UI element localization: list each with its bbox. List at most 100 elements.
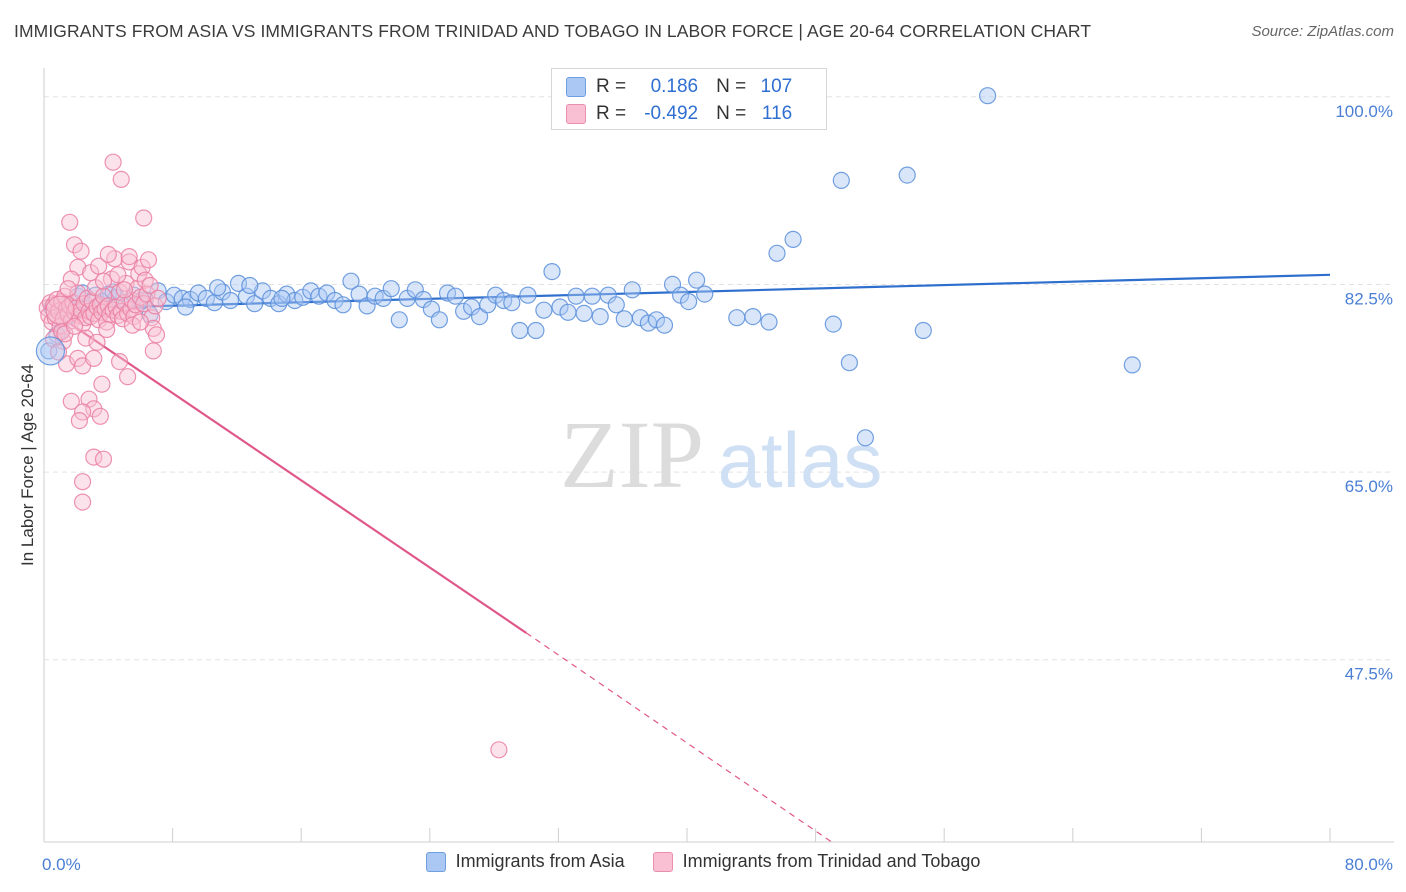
asia-point-46: [390, 311, 408, 329]
tt-point-67: [149, 289, 167, 307]
tt-trend-line-extension: [525, 632, 833, 843]
legend-swatch-asia: [425, 851, 446, 872]
asia-point-40: [342, 272, 360, 290]
y-tick-label-1: 82.5%: [1345, 289, 1393, 308]
y-tick-label-3: 47.5%: [1345, 665, 1393, 684]
trend-lines: [43, 273, 1331, 843]
asia-point-84: [696, 285, 714, 303]
asia-point-67: [559, 303, 577, 321]
legend-label-tt: Immigrants from Trinidad and Tobago: [682, 851, 981, 871]
y-tick-label-0: 100.0%: [1335, 102, 1393, 121]
series-legend: Immigrants from Asia Immigrants from Tri…: [0, 851, 1406, 872]
tt-point-74: [104, 153, 122, 171]
tt-point-35: [94, 287, 113, 305]
y-tick-label-2: 65.0%: [1345, 477, 1393, 496]
asia-point-90: [832, 171, 850, 189]
tt-point-110: [94, 272, 113, 290]
asia-point-103: [176, 298, 195, 316]
tt-point-107: [98, 320, 116, 339]
watermark-atlas: atlas: [718, 416, 883, 504]
tt-point-112: [109, 266, 127, 284]
watermark-zip: ZIP: [560, 401, 704, 508]
asia-point-83: [687, 271, 706, 289]
asia-point-95: [914, 321, 932, 340]
tt-trend-line: [43, 304, 527, 634]
asia-point-92: [840, 354, 859, 372]
asia-point-70: [583, 287, 601, 305]
tick-labels: 100.0% 82.5% 65.0% 47.5% 0.0% 80.0%: [42, 102, 1393, 874]
tt-r-label: R =: [596, 103, 627, 124]
asia-point-28: [246, 295, 264, 313]
legend-label-asia: Immigrants from Asia: [455, 851, 625, 871]
asia-point-25: [221, 291, 240, 310]
asia-point-79: [655, 316, 674, 334]
tt-point-113: [115, 281, 134, 299]
asia-point-39: [334, 296, 352, 314]
asia-point-61: [511, 321, 529, 340]
tt-point-70: [72, 242, 90, 260]
asia-point-85: [728, 309, 746, 327]
asia-point-54: [455, 302, 473, 320]
asia-point-89: [784, 230, 802, 248]
tt-point-73: [59, 280, 77, 298]
legend-item-tt[interactable]: Immigrants from Trinidad and Tobago: [652, 851, 981, 872]
tt-point-80: [144, 342, 162, 360]
asia-point-104: [209, 279, 227, 297]
legend-swatch-tt: [652, 851, 673, 872]
asia-r-value: 0.186: [650, 76, 699, 97]
tt-point-111: [99, 245, 117, 263]
corr-row-tt: R = -0.492 N = 116: [566, 102, 792, 126]
tt-point-96: [94, 450, 113, 468]
tt-point-89: [62, 392, 80, 410]
tt-point-61: [136, 271, 154, 289]
tt-point-69: [65, 236, 84, 254]
gridlines: [44, 96, 1394, 661]
asia-point-62: [519, 286, 537, 304]
asia-point-86: [744, 308, 762, 326]
corr-row-asia: R = 0.186 N = 107: [566, 75, 792, 99]
asia-point-56: [471, 308, 489, 326]
asia-point-93: [856, 429, 875, 447]
tt-n-value: 116: [761, 103, 793, 124]
tt-point-75: [112, 170, 130, 188]
asia-point-38: [326, 291, 344, 310]
asia-point-82: [679, 293, 698, 311]
asia-point-88: [768, 244, 786, 262]
tt-point-86: [93, 375, 111, 393]
asia-point-45: [382, 280, 400, 298]
asia-point-68: [567, 287, 585, 305]
tt-point-77: [120, 248, 138, 266]
tt-point-106: [88, 333, 106, 351]
asia-swatch: [566, 77, 586, 97]
tt-r-value: -0.492: [644, 103, 699, 124]
axes: [43, 68, 1394, 843]
asia-point-106: [273, 289, 291, 307]
asia-point-75: [623, 281, 641, 299]
data-points: [35, 87, 1141, 759]
asia-point-96: [978, 87, 997, 105]
tt-point-51: [120, 253, 138, 271]
tt-point-88: [118, 368, 137, 386]
tt-swatch: [566, 104, 586, 124]
tt-point-85: [85, 349, 103, 367]
tt-point-63: [139, 251, 158, 269]
tt-point-98: [73, 493, 92, 511]
tt-point-72: [62, 270, 80, 288]
tt-point-64: [141, 276, 159, 295]
asia-point-64: [535, 301, 553, 319]
asia-trend-line: [43, 273, 1331, 311]
asia-point-97: [1123, 356, 1141, 374]
asia-n-value: 107: [760, 76, 793, 97]
asia-point-22: [197, 289, 215, 307]
tt-point-97: [73, 473, 92, 491]
x-tick-label-max: 80.0%: [1345, 855, 1393, 874]
correlation-legend: R = 0.186 N = 107 R = -0.492 N = 116: [551, 68, 827, 130]
asia-point-91: [824, 315, 842, 333]
asia-point-65: [543, 263, 561, 281]
asia-point-53: [446, 287, 465, 305]
asia-point-51: [430, 311, 448, 329]
tt-point-19: [69, 284, 87, 302]
legend-item-asia[interactable]: Immigrants from Asia: [425, 851, 625, 872]
tt-point-76: [135, 209, 153, 227]
source-label: Source: ZipAtlas.com: [1251, 23, 1394, 40]
